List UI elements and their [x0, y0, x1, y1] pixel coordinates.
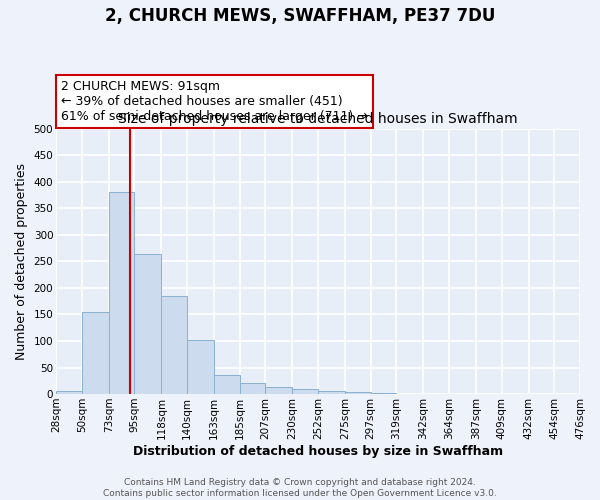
Bar	[161, 296, 187, 394]
Title: Size of property relative to detached houses in Swaffham: Size of property relative to detached ho…	[118, 112, 518, 126]
X-axis label: Distribution of detached houses by size in Swaffham: Distribution of detached houses by size …	[133, 444, 503, 458]
Bar	[292, 388, 318, 394]
Bar	[187, 340, 214, 394]
Bar	[318, 391, 345, 394]
Bar	[265, 387, 292, 394]
Bar	[56, 391, 82, 394]
Bar	[82, 312, 109, 394]
Bar	[214, 375, 239, 394]
Bar	[371, 393, 397, 394]
Text: 2, CHURCH MEWS, SWAFFHAM, PE37 7DU: 2, CHURCH MEWS, SWAFFHAM, PE37 7DU	[105, 8, 495, 26]
Text: 2 CHURCH MEWS: 91sqm
← 39% of detached houses are smaller (451)
61% of semi-deta: 2 CHURCH MEWS: 91sqm ← 39% of detached h…	[61, 80, 368, 124]
Bar	[345, 392, 371, 394]
Bar	[109, 192, 134, 394]
Text: Contains HM Land Registry data © Crown copyright and database right 2024.
Contai: Contains HM Land Registry data © Crown c…	[103, 478, 497, 498]
Bar	[239, 383, 265, 394]
Bar	[134, 254, 161, 394]
Y-axis label: Number of detached properties: Number of detached properties	[15, 163, 28, 360]
